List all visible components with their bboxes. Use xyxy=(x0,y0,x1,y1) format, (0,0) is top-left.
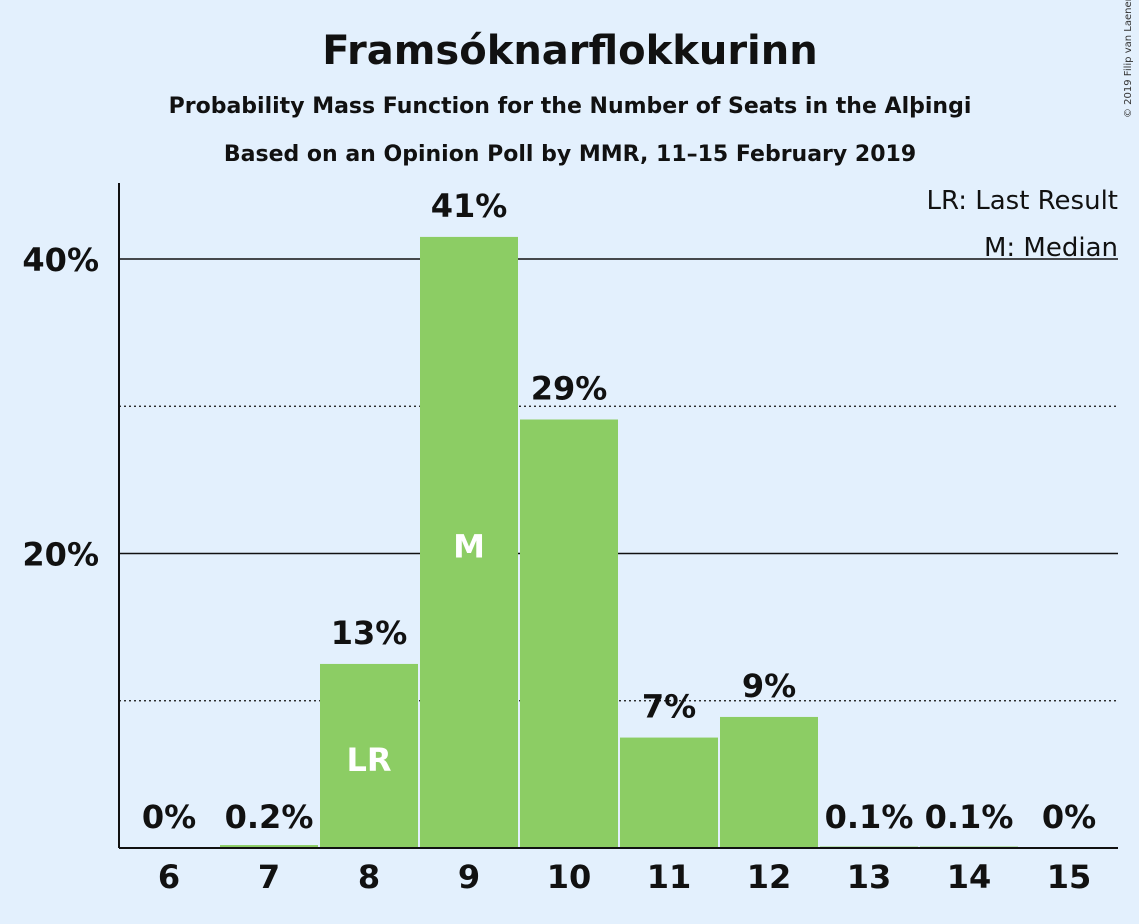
bars xyxy=(220,236,1018,849)
chart-subtitle-source: Based on an Opinion Poll by MMR, 11–15 F… xyxy=(224,142,916,167)
x-tick-label: 13 xyxy=(847,858,892,896)
x-tick-label: 9 xyxy=(458,858,480,896)
median-marker: M xyxy=(453,528,485,566)
bar-8 xyxy=(320,663,418,848)
axes xyxy=(118,183,1118,849)
x-tick-label: 7 xyxy=(258,858,280,896)
value-label: 0.1% xyxy=(925,798,1014,836)
x-tick-label: 12 xyxy=(747,858,792,896)
value-label: 0.1% xyxy=(825,798,914,836)
data-labels: 0% 6 0.2% 7 13% 8 LR 41% 9 M 29% 10 7% 11 9% 12 0.1% 13 0.… xyxy=(142,187,1096,896)
value-label: 13% xyxy=(331,614,408,652)
y-tick-label: 40% xyxy=(22,241,99,279)
x-tick-label: 15 xyxy=(1047,858,1092,896)
bar-9 xyxy=(420,236,518,849)
value-label: 9% xyxy=(742,667,796,705)
last-result-marker: LR xyxy=(346,741,391,779)
gridlines: 20% 40% xyxy=(22,241,1118,702)
value-label: 29% xyxy=(531,370,608,408)
value-label: 41% xyxy=(431,187,508,225)
y-tick-label: 20% xyxy=(22,536,99,574)
value-label: 0.2% xyxy=(225,798,314,836)
copyright-notice: © 2019 Filip van Laenen xyxy=(1123,0,1134,118)
legend-median: M: Median xyxy=(984,233,1118,263)
value-label: 0% xyxy=(1042,798,1096,836)
value-label: 7% xyxy=(642,688,696,726)
x-tick-label: 14 xyxy=(947,858,992,896)
bar-10 xyxy=(520,419,618,848)
bar-11 xyxy=(620,737,718,848)
x-tick-label: 10 xyxy=(547,858,592,896)
chart-title: Framsóknarflokkurinn xyxy=(322,28,817,74)
chart-subtitle: Probability Mass Function for the Number… xyxy=(169,94,972,119)
x-tick-label: 8 xyxy=(358,858,380,896)
bar-12 xyxy=(720,716,818,848)
legend-last-result: LR: Last Result xyxy=(926,186,1118,216)
bar-7 xyxy=(220,845,318,848)
x-tick-label: 6 xyxy=(158,858,180,896)
x-tick-label: 11 xyxy=(647,858,692,896)
value-label: 0% xyxy=(142,798,196,836)
